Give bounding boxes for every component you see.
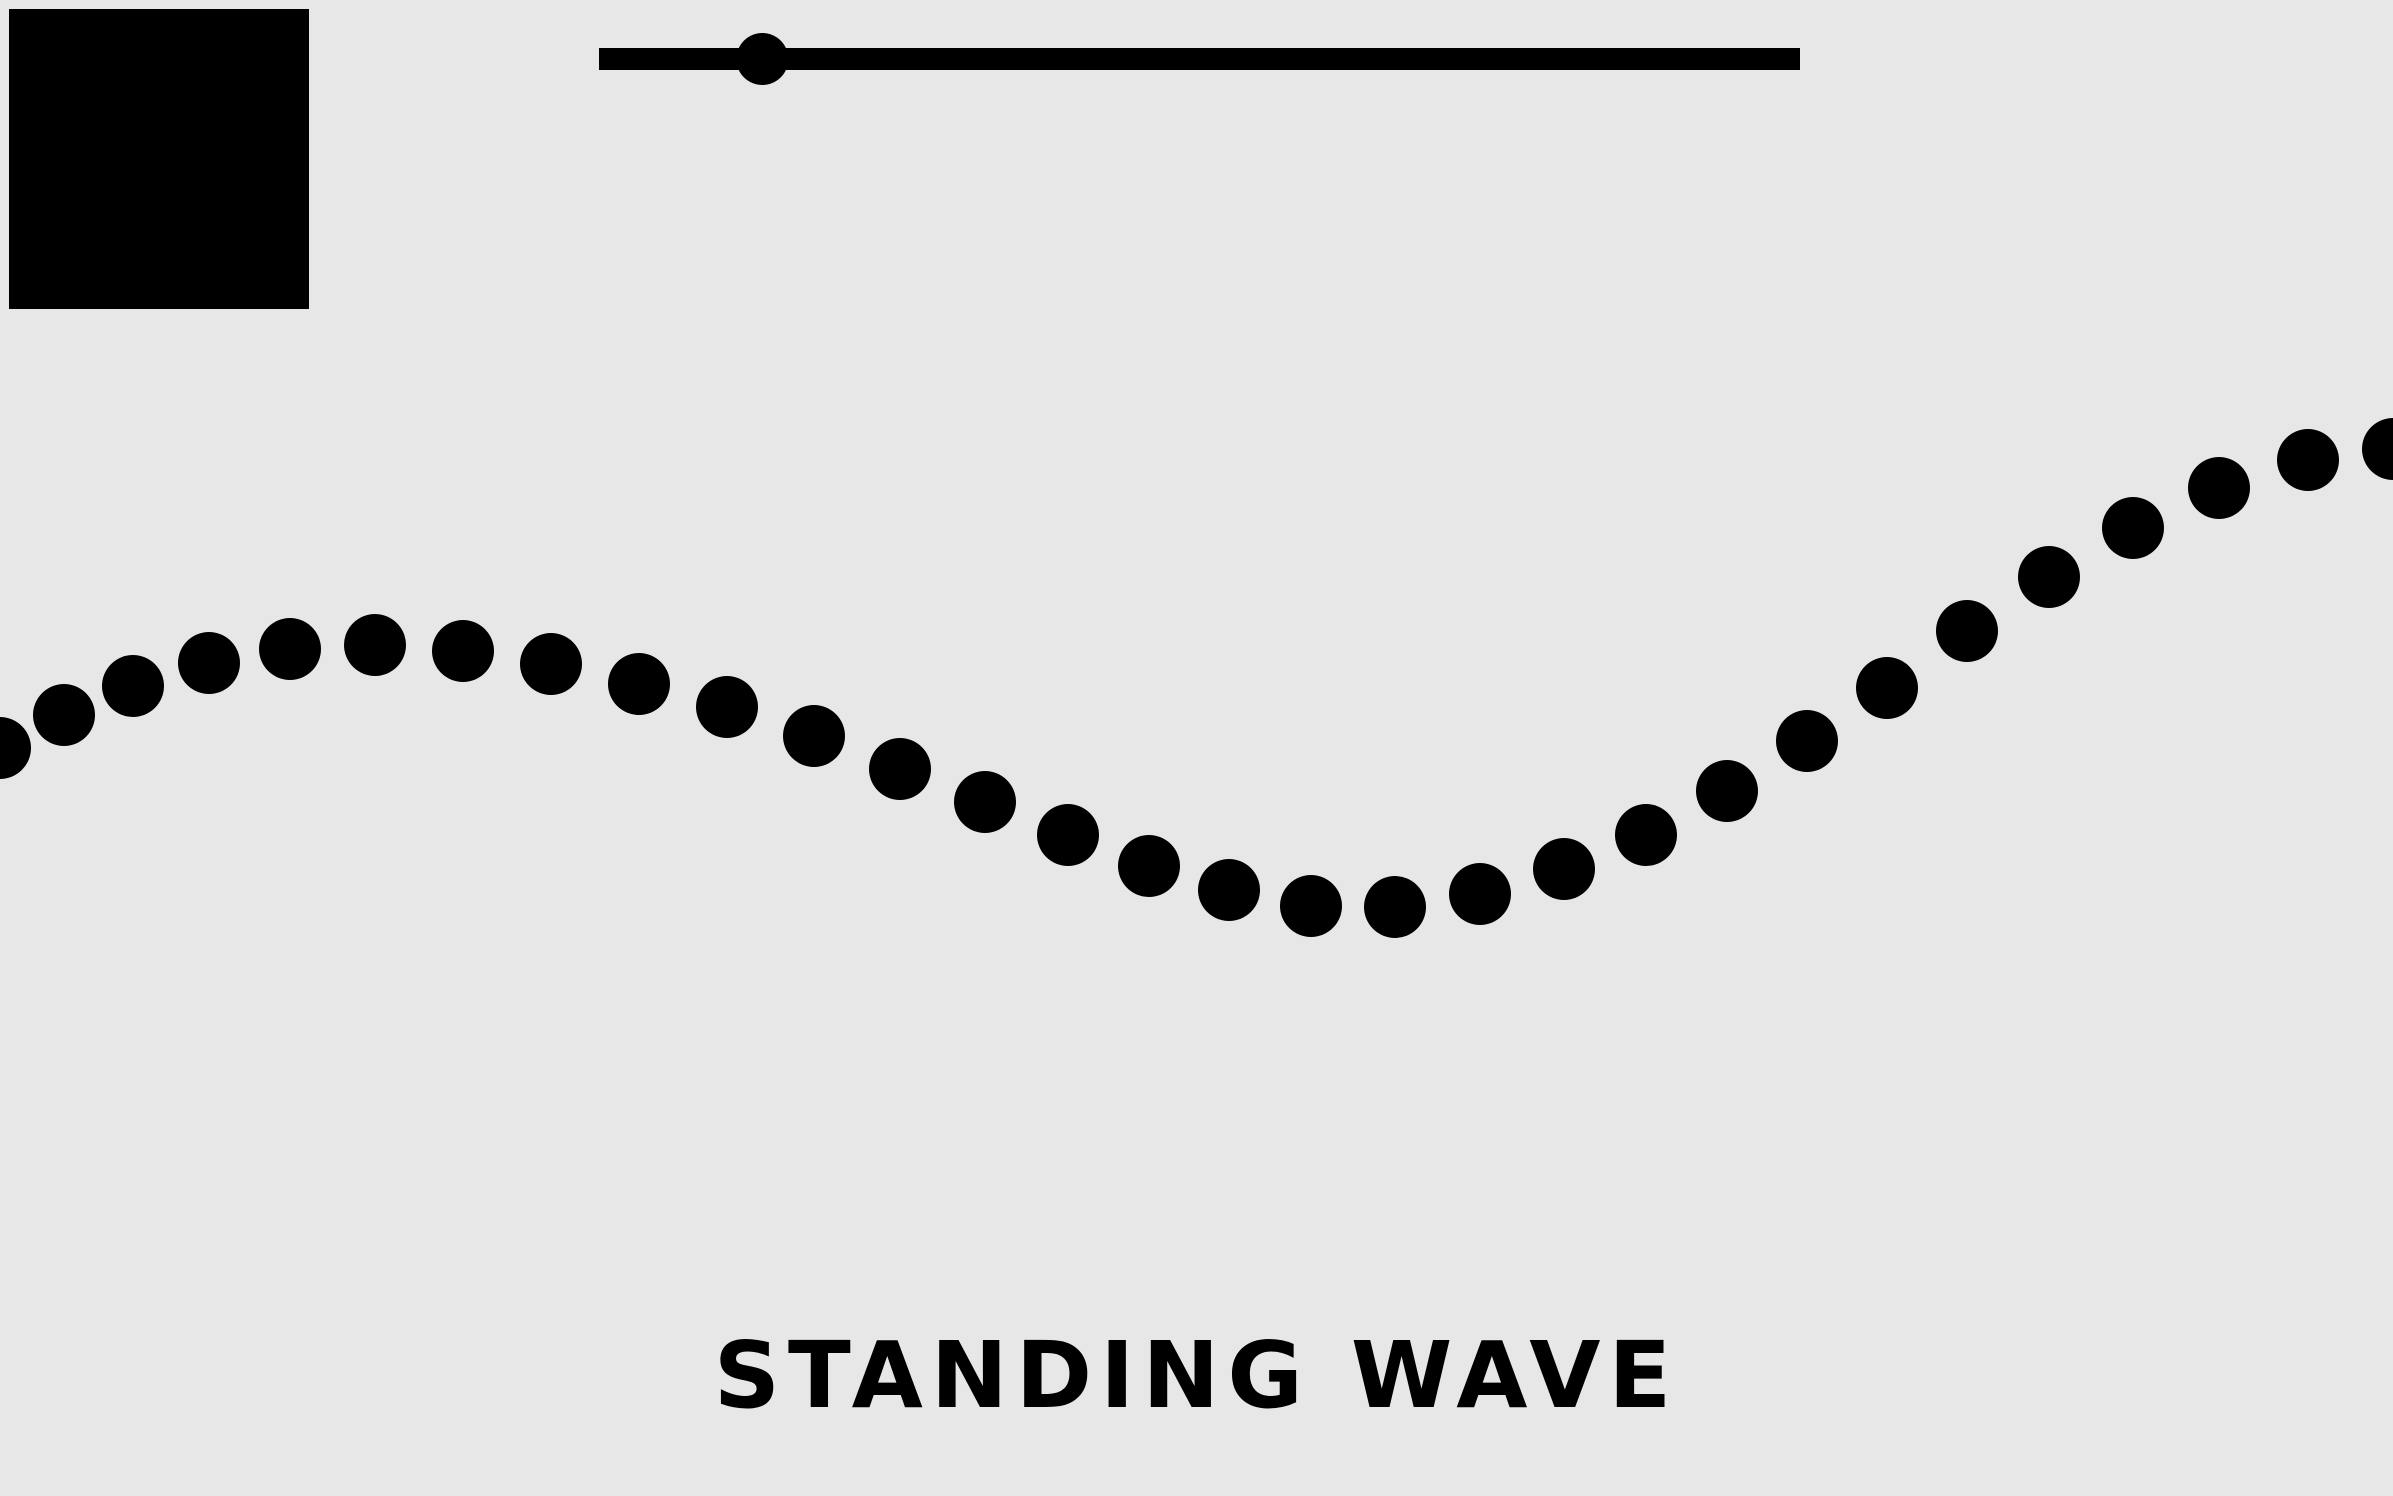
wave-dot xyxy=(1856,657,1918,719)
wave-dot xyxy=(1280,875,1342,937)
slider-handle[interactable] xyxy=(736,33,789,85)
wave-dot xyxy=(869,738,931,800)
wave-dot xyxy=(2277,429,2339,491)
wave-dot xyxy=(608,653,670,715)
wave-dot xyxy=(259,618,321,680)
wave-dot xyxy=(1037,804,1099,866)
page-title: STANDING WAVE xyxy=(713,1322,1680,1429)
wave-dot xyxy=(432,620,494,682)
wave-dot xyxy=(783,705,845,767)
wave-dot xyxy=(102,655,164,717)
wave-dot xyxy=(2102,497,2164,559)
wave-dot xyxy=(1118,835,1180,897)
wave-dot xyxy=(520,633,582,695)
wave-dot xyxy=(0,717,31,779)
wave-dot xyxy=(344,614,406,676)
speed-slider[interactable] xyxy=(599,33,1800,85)
wave-dot xyxy=(696,676,758,738)
stop-button[interactable] xyxy=(9,9,309,309)
wave-dot xyxy=(33,684,95,746)
wave-dot xyxy=(178,632,240,694)
wave-dot xyxy=(1615,804,1677,866)
wave-dot xyxy=(2188,457,2250,519)
wave-dot xyxy=(2018,546,2080,608)
wave-dots xyxy=(0,418,2393,938)
wave-dot xyxy=(2362,418,2393,480)
wave-dot xyxy=(1198,859,1260,921)
wave-dot xyxy=(1449,863,1511,925)
wave-dot xyxy=(1936,600,1998,662)
slider-track[interactable] xyxy=(599,48,1800,70)
wave-dot xyxy=(1364,876,1426,938)
wave-dot xyxy=(1533,838,1595,900)
wave-dot xyxy=(1696,760,1758,822)
wave-dot xyxy=(1776,710,1838,772)
wave-dot xyxy=(954,771,1016,833)
